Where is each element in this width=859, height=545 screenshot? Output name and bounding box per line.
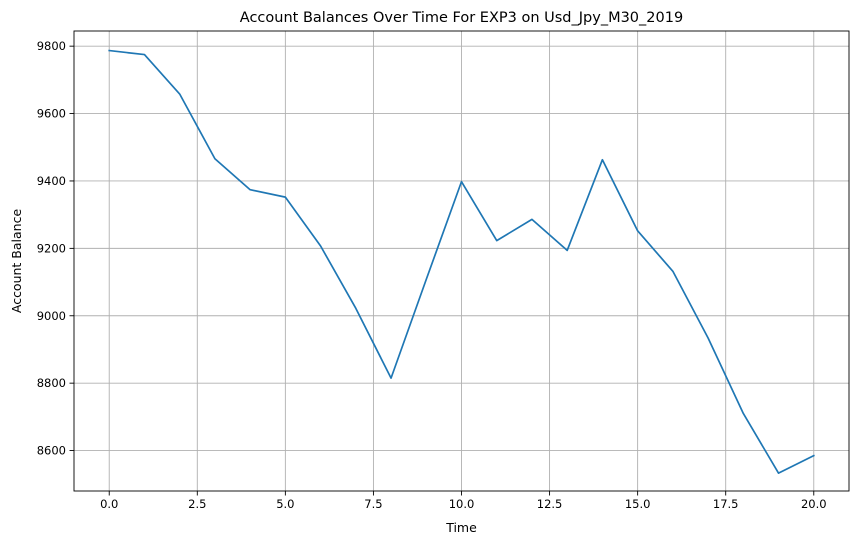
x-tick-label: 12.5: [537, 497, 563, 511]
y-tick-label: 8600: [37, 444, 66, 458]
y-tick-label: 8800: [37, 376, 66, 390]
grid-lines: [74, 31, 849, 491]
series-layer: [108, 49, 815, 474]
x-tick-label: 17.5: [713, 497, 739, 511]
y-tick-label: 9400: [37, 174, 66, 188]
y-tick-label: 9200: [37, 241, 66, 255]
series-line: [108, 49, 815, 474]
x-tick-label: 10.0: [449, 497, 475, 511]
y-axis: 8600 8800 9000 9200 9400 9600 9800: [37, 39, 74, 458]
y-tick-label: 9600: [37, 107, 66, 121]
x-tick-label: 7.5: [364, 497, 382, 511]
chart-title: Account Balances Over Time For EXP3 on U…: [240, 10, 683, 26]
x-tick-label: 5.0: [276, 497, 294, 511]
x-tick-label: 20.0: [801, 497, 827, 511]
x-tick-label: 0.0: [100, 497, 118, 511]
x-tick-label: 2.5: [188, 497, 206, 511]
x-axis: 0.0 2.5 5.0 7.5 10.0 12.5 15.0 17.5 20.0: [100, 491, 827, 511]
y-axis-label: Account Balance: [9, 209, 24, 314]
y-tick-label: 9000: [37, 309, 66, 323]
x-axis-label: Time: [445, 520, 477, 535]
y-tick-label: 9800: [37, 39, 66, 53]
x-tick-label: 15.0: [625, 497, 651, 511]
